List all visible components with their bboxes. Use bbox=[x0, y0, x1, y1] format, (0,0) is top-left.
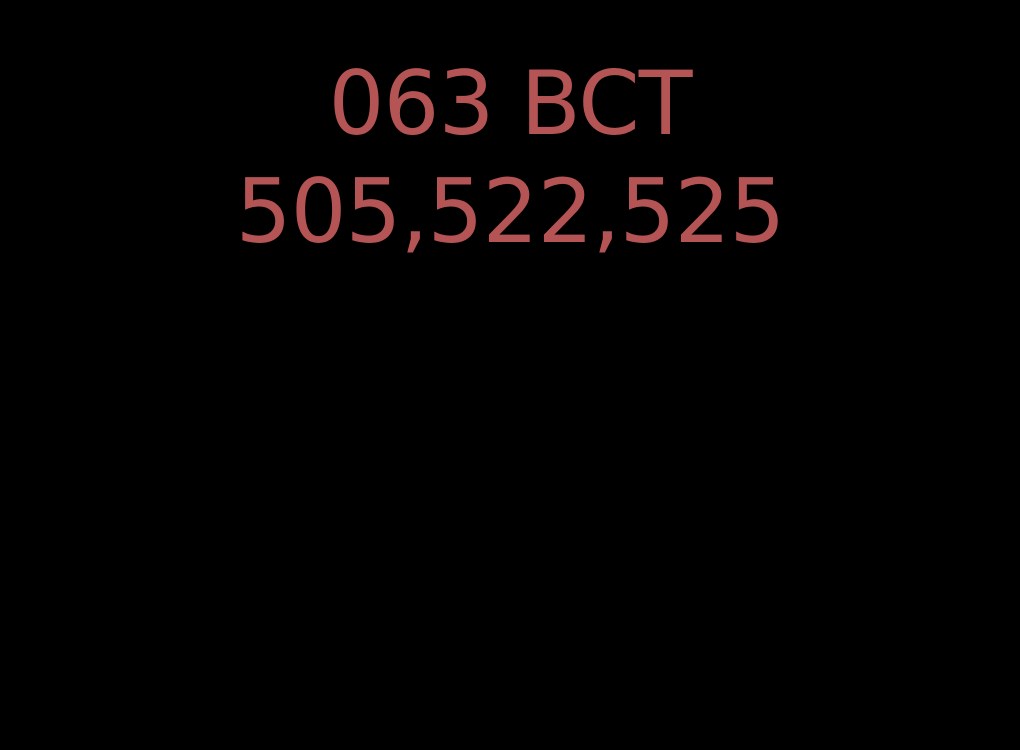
readout-line-1: 063 BCT bbox=[328, 52, 693, 155]
readout-line-2: 505,522,525 bbox=[235, 160, 786, 263]
readout: 063 BCT 505,522,525 bbox=[0, 50, 1020, 266]
